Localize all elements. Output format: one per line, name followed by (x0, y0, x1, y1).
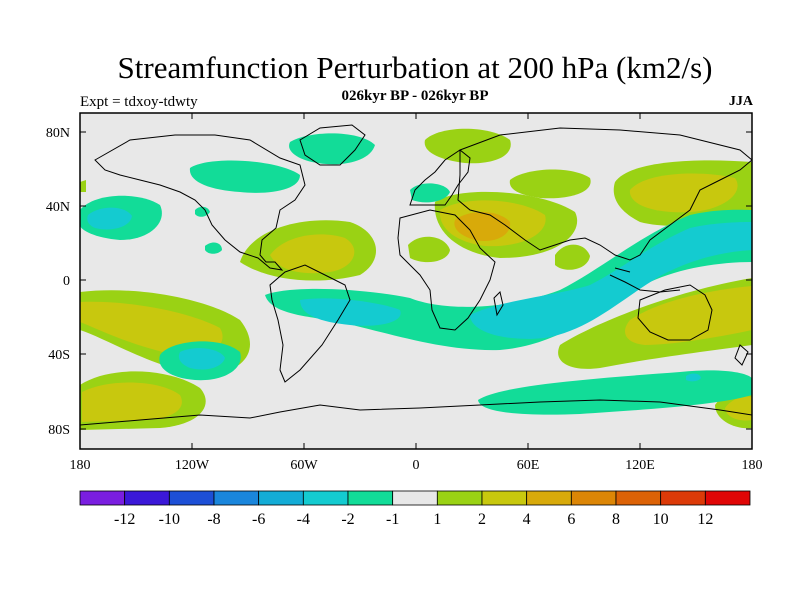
colorbar-swatch (79, 490, 126, 506)
lon-label-60w: 60W (290, 458, 318, 473)
axis-ticks (79, 113, 753, 449)
positive-region (80, 180, 86, 192)
negative-region (87, 207, 132, 230)
colorbar-swatch (124, 490, 170, 506)
colorbar-swatch (481, 490, 528, 506)
page-title: Streamfunction Perturbation at 200 hPa (… (117, 50, 713, 85)
colorbar-swatch (526, 490, 572, 506)
colorbar-swatch (213, 490, 260, 506)
colorbar-label: -12 (114, 511, 135, 528)
lat-label-80n: 80N (46, 126, 70, 141)
positive-region (625, 286, 752, 345)
colorbar-label: 12 (697, 511, 713, 528)
colorbar-swatch (302, 490, 349, 506)
lon-label-180w: 180 (70, 458, 91, 473)
positive-region (725, 396, 752, 421)
longitude-labels: 180 120W 60W 0 60E 120E 180 (70, 458, 763, 473)
colorbar-swatch (392, 490, 438, 506)
positive-region (629, 173, 738, 213)
negative-region (478, 370, 752, 415)
positive-region (82, 382, 182, 422)
negative-region (189, 160, 300, 193)
positive-region (509, 169, 591, 199)
positive-region (80, 301, 223, 356)
colorbar-swatch (570, 490, 617, 506)
negative-region (686, 373, 701, 382)
coastline-asia (457, 127, 752, 261)
negative-region (300, 298, 401, 326)
negative-region (195, 206, 210, 217)
colorbar-label: 10 (653, 511, 669, 528)
colorbar-swatch (660, 490, 706, 506)
colorbar-swatch (615, 490, 662, 506)
negative-region (178, 348, 225, 370)
coastline-south-america (269, 264, 351, 383)
coastline-europe (409, 149, 471, 206)
positive-region (270, 234, 355, 274)
season-label: JJA (728, 94, 753, 109)
coastline-new-zealand (734, 344, 749, 366)
lon-label-180e: 180 (742, 458, 763, 473)
negative-region (289, 133, 375, 165)
contour-fields (80, 113, 752, 449)
coastline-antarctica (80, 399, 752, 426)
colorbar-label: -8 (207, 511, 220, 528)
colorbar-label: -2 (341, 511, 354, 528)
colorbar-label: 2 (478, 511, 486, 528)
lat-label-80s: 80S (48, 423, 70, 438)
positive-region (424, 128, 511, 164)
colorbar-swatch (347, 490, 394, 506)
colorbar-labels: -12 -10 -8 -6 -4 -2 -1 1 2 4 6 8 10 12 (114, 511, 713, 528)
lon-label-120w: 120W (175, 458, 210, 473)
colorbar-label: 4 (523, 511, 531, 528)
coastline-australia (637, 284, 713, 341)
coastline-greenland (299, 124, 366, 166)
colorbar-label: 6 (567, 511, 575, 528)
colorbar-label: 8 (612, 511, 620, 528)
coastline-africa (397, 209, 496, 331)
lon-label-0: 0 (413, 458, 420, 473)
positive-region (555, 244, 590, 270)
negative-region (410, 183, 450, 203)
negative-region (470, 222, 752, 339)
colorbar-swatch (704, 490, 751, 506)
positive-region (408, 236, 450, 263)
lon-label-120e: 120E (625, 458, 655, 473)
latitude-labels: 80N 40N 0 40S 80S (46, 126, 70, 438)
coastline-north-america (94, 134, 306, 271)
colorbar (79, 490, 751, 506)
negative-region (205, 242, 222, 254)
experiment-label: Expt = tdxoy-tdwty (80, 94, 198, 110)
coastline-indonesia (609, 267, 681, 293)
coastlines (80, 124, 752, 426)
colorbar-label: -10 (159, 511, 180, 528)
plot-subtitle: 026kyr BP - 026kyr BP (341, 88, 489, 104)
colorbar-label: -1 (386, 511, 399, 528)
lat-label-equator: 0 (63, 274, 70, 289)
colorbar-label: -6 (252, 511, 265, 528)
colorbar-swatch (436, 490, 483, 506)
colorbar-swatch (168, 490, 215, 506)
colorbar-label: 1 (433, 511, 441, 528)
colorbar-label: -4 (297, 511, 310, 528)
lat-label-40n: 40N (46, 200, 70, 215)
colorbar-swatch (258, 490, 304, 506)
lat-label-40s: 40S (48, 348, 70, 363)
coastline-madagascar (493, 291, 504, 317)
lon-label-60e: 60E (517, 458, 540, 473)
